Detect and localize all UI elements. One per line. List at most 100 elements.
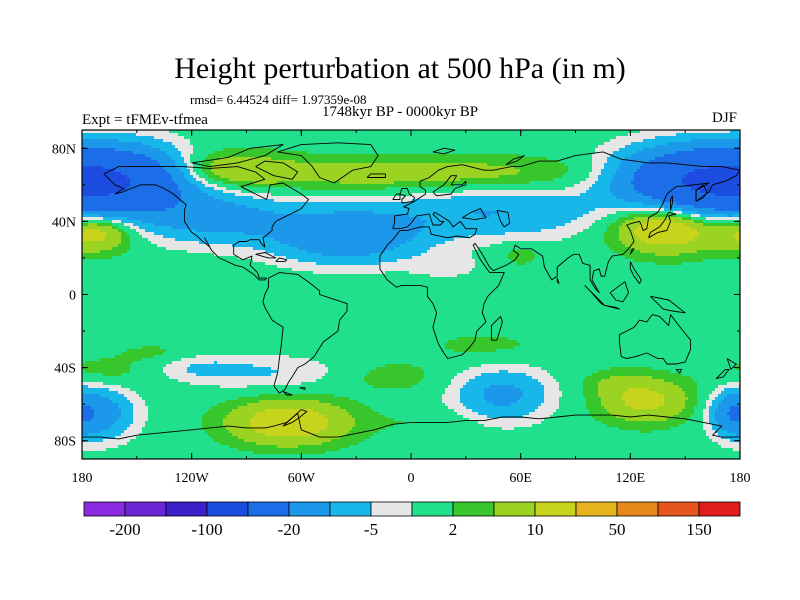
field-cell — [550, 133, 553, 136]
field-cell — [166, 154, 169, 157]
field-cell — [424, 148, 427, 151]
field-cell — [397, 145, 400, 148]
field-cell — [616, 166, 619, 169]
field-cell — [436, 139, 439, 142]
field-cell — [109, 160, 112, 163]
field-cell — [274, 187, 277, 190]
field-cell — [337, 154, 340, 157]
field-cell — [235, 172, 238, 175]
field-cell — [538, 175, 541, 178]
field-cell — [508, 181, 511, 184]
field-cell — [259, 187, 262, 190]
field-cell — [403, 145, 406, 148]
field-cell — [469, 154, 472, 157]
field-cell — [199, 196, 202, 199]
field-cell — [667, 166, 670, 169]
field-cell — [727, 151, 730, 154]
field-cell — [226, 172, 229, 175]
field-cell — [604, 157, 607, 160]
field-cell — [163, 172, 166, 175]
field-cell — [496, 133, 499, 136]
field-cell — [325, 136, 328, 139]
field-cell — [292, 181, 295, 184]
field-cell — [664, 172, 667, 175]
field-cell — [586, 133, 589, 136]
field-cell — [598, 166, 601, 169]
field-cell — [367, 193, 370, 196]
field-cell — [238, 172, 241, 175]
field-cell — [580, 187, 583, 190]
field-cell — [409, 151, 412, 154]
field-cell — [517, 148, 520, 151]
field-cell — [88, 136, 91, 139]
field-cell — [364, 196, 367, 199]
field-cell — [226, 196, 229, 199]
field-cell — [349, 154, 352, 157]
field-cell — [238, 169, 241, 172]
field-cell — [133, 190, 136, 193]
field-cell — [580, 139, 583, 142]
field-cell — [166, 151, 169, 154]
field-cell — [631, 139, 634, 142]
field-cell — [475, 172, 478, 175]
field-cell — [526, 166, 529, 169]
field-cell — [115, 163, 118, 166]
field-cell — [547, 133, 550, 136]
field-cell — [394, 133, 397, 136]
field-cell — [409, 145, 412, 148]
field-cell — [730, 172, 733, 175]
field-cell — [520, 172, 523, 175]
field-cell — [475, 160, 478, 163]
field-cell — [538, 193, 541, 196]
field-cell — [685, 175, 688, 178]
field-cell — [223, 190, 226, 193]
field-cell — [343, 160, 346, 163]
field-cell — [301, 160, 304, 163]
field-cell — [229, 172, 232, 175]
field-cell — [367, 151, 370, 154]
field-cell — [730, 184, 733, 187]
field-cell — [736, 178, 739, 181]
field-cell — [472, 136, 475, 139]
field-cell — [265, 178, 268, 181]
field-cell — [469, 136, 472, 139]
field-cell — [331, 184, 334, 187]
field-cell — [277, 172, 280, 175]
field-cell — [652, 136, 655, 139]
field-cell — [163, 196, 166, 199]
field-cell — [412, 157, 415, 160]
field-cell — [553, 166, 556, 169]
field-cell — [127, 139, 130, 142]
field-cell — [97, 172, 100, 175]
field-cell — [664, 151, 667, 154]
field-cell — [433, 142, 436, 145]
field-cell — [478, 187, 481, 190]
field-cell — [85, 178, 88, 181]
field-cell — [142, 145, 145, 148]
field-cell — [178, 163, 181, 166]
field-cell — [544, 190, 547, 193]
field-cell — [460, 157, 463, 160]
field-cell — [328, 160, 331, 163]
field-cell — [181, 190, 184, 193]
field-cell — [364, 178, 367, 181]
field-cell — [646, 157, 649, 160]
field-cell — [409, 169, 412, 172]
field-cell — [367, 163, 370, 166]
field-cell — [361, 175, 364, 178]
field-cell — [661, 169, 664, 172]
field-cell — [412, 154, 415, 157]
field-cell — [319, 169, 322, 172]
field-cell — [199, 190, 202, 193]
field-cell — [718, 157, 721, 160]
field-cell — [529, 169, 532, 172]
field-cell — [151, 136, 154, 139]
field-cell — [580, 142, 583, 145]
field-cell — [448, 145, 451, 148]
field-cell — [640, 148, 643, 151]
field-cell — [661, 145, 664, 148]
field-cell — [559, 169, 562, 172]
field-cell — [223, 187, 226, 190]
field-cell — [487, 193, 490, 196]
field-cell — [457, 157, 460, 160]
